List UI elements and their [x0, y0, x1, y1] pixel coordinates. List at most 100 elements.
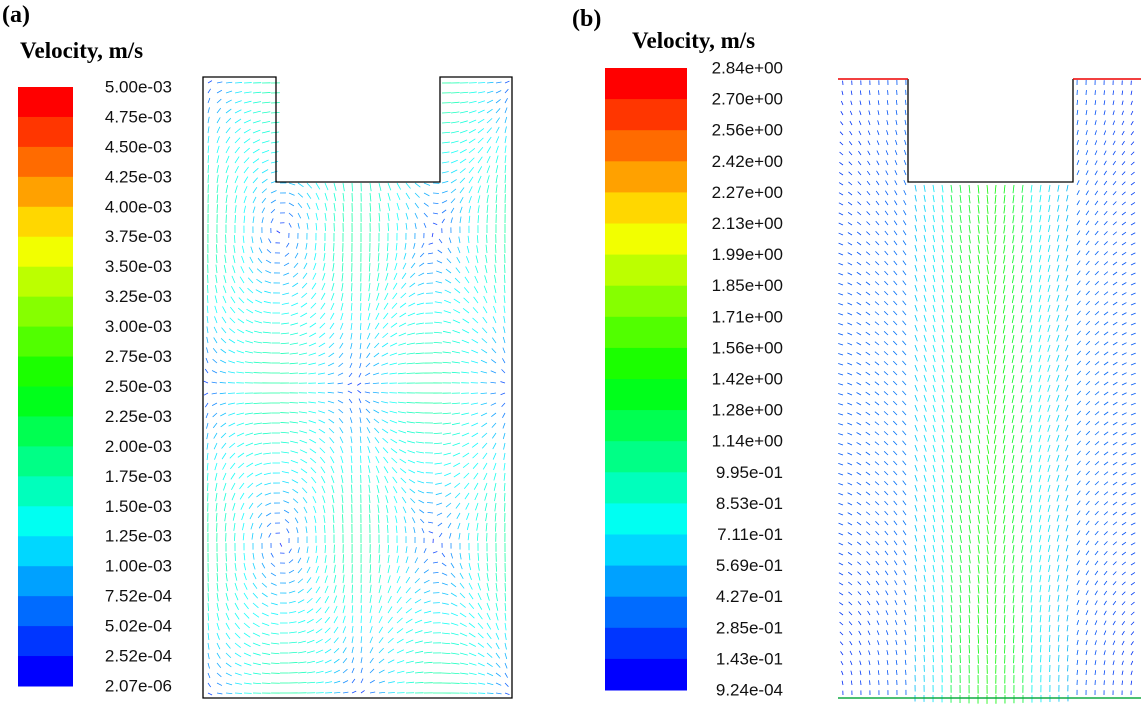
vector [504, 493, 505, 501]
vector [1066, 265, 1068, 271]
vector [915, 585, 916, 591]
vector [1131, 333, 1136, 335]
vector [1022, 625, 1023, 633]
vector [271, 132, 279, 133]
vector [1113, 272, 1117, 275]
vector [451, 613, 458, 616]
vector [866, 452, 870, 455]
vector [839, 573, 843, 575]
vector [451, 623, 458, 625]
vector [297, 527, 298, 533]
vector [933, 535, 935, 542]
vector [496, 194, 497, 203]
vector [1104, 462, 1108, 465]
vector [1030, 255, 1032, 263]
vector [325, 596, 329, 603]
vector [933, 645, 934, 652]
vector [1039, 385, 1041, 392]
vector [867, 601, 870, 605]
vector [361, 679, 363, 683]
vector [995, 255, 996, 264]
vector [969, 355, 971, 363]
vector [915, 505, 917, 511]
vector [867, 161, 870, 165]
vector [490, 393, 496, 394]
vector [877, 130, 879, 135]
vector [1021, 455, 1023, 463]
vector [343, 680, 348, 683]
vector [994, 285, 996, 294]
vector [857, 322, 861, 325]
vector [960, 475, 962, 483]
vector [307, 546, 308, 553]
vector [1057, 455, 1059, 461]
vector [847, 363, 852, 365]
vector [338, 373, 343, 375]
vector [469, 216, 470, 223]
vector [453, 309, 460, 313]
vector [1030, 305, 1032, 312]
vector [216, 254, 217, 263]
vector [321, 293, 325, 300]
vector [1066, 225, 1068, 231]
colorbar-band [18, 237, 73, 267]
vector [331, 476, 334, 483]
vector [960, 345, 962, 353]
vector [271, 122, 279, 123]
vector [942, 535, 944, 542]
vector [875, 501, 879, 505]
vector [379, 203, 380, 211]
vector [443, 433, 451, 434]
vector [969, 615, 970, 623]
vector [902, 381, 906, 385]
vector [1039, 255, 1041, 262]
vector [1077, 160, 1079, 165]
vector [1077, 221, 1080, 225]
vector [960, 295, 962, 303]
vector [1113, 631, 1115, 635]
vector [885, 511, 888, 515]
vector [244, 563, 246, 570]
vector [1086, 541, 1089, 545]
vector [444, 311, 451, 313]
vector [924, 335, 926, 342]
vector [858, 572, 861, 575]
vector [1077, 311, 1081, 315]
vector [1031, 565, 1032, 573]
vector [244, 633, 250, 637]
vector [1077, 670, 1078, 675]
vector [1122, 353, 1127, 355]
vector [505, 683, 508, 687]
vector [339, 409, 343, 413]
vector [1048, 395, 1050, 402]
vector [226, 118, 231, 123]
vector [267, 523, 271, 527]
colorbar-label: 4.25e-03 [105, 167, 172, 186]
vector [415, 651, 423, 653]
vector [334, 638, 339, 643]
vector [340, 333, 343, 339]
vector [915, 635, 916, 642]
vector [893, 461, 897, 465]
vector [302, 488, 307, 493]
vector [473, 318, 478, 323]
vector [258, 258, 262, 263]
vector [496, 583, 497, 591]
vector [397, 587, 401, 593]
vector [472, 329, 478, 333]
vector [269, 533, 271, 537]
vector [1039, 465, 1041, 472]
vector [285, 519, 289, 523]
vector [379, 627, 383, 633]
vector [208, 117, 209, 123]
vector [234, 533, 235, 541]
vector [244, 613, 249, 618]
vector [252, 236, 253, 243]
vector [857, 262, 861, 265]
vector [987, 445, 989, 454]
vector [1104, 422, 1108, 425]
vector [463, 453, 469, 457]
vector [217, 155, 219, 163]
vector [490, 382, 496, 383]
vector [280, 353, 289, 354]
